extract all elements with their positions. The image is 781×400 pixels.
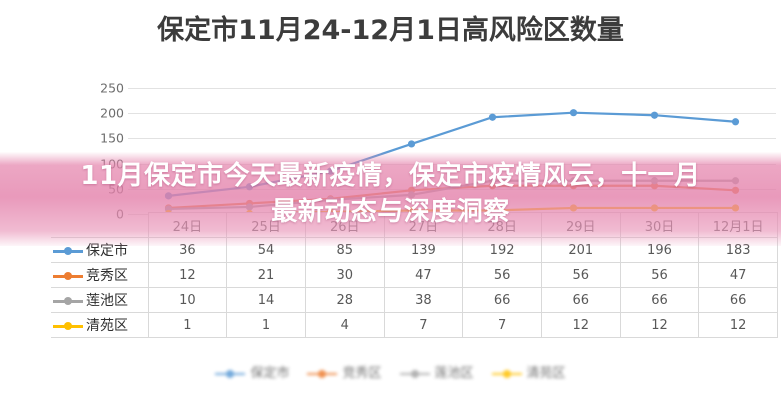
table-cell: 36 (147, 237, 228, 263)
chart-legend: 保定市 竞秀区 莲池区 清苑区 (0, 362, 781, 381)
legend-item-label: 保定市 (250, 366, 290, 381)
table-row-label: 竞秀区 (51, 262, 149, 288)
legend-color-key-icon (491, 369, 522, 379)
table-row: 保定市 36 54 85 139 192 201 196 183 (51, 237, 778, 263)
table-cell: 47 (698, 262, 778, 288)
data-table: 24日 25日 26日 27日 28日 29日 30日 12月1日 保定市 36 54 85 139 1… (51, 212, 778, 338)
legend-color-key-icon (307, 369, 338, 379)
table-cell: 47 (383, 262, 464, 288)
table-cell: 139 (383, 237, 464, 263)
table-cell: 201 (540, 237, 621, 263)
gridline (128, 88, 776, 89)
table-cell: 4 (304, 312, 385, 338)
table-cell: 66 (462, 287, 542, 313)
legend-item-label: 莲池区 (434, 366, 474, 381)
series-marker (650, 111, 659, 119)
table-cell: 54 (226, 237, 306, 263)
table-cell: 196 (619, 237, 700, 263)
legend-item-label: 清苑区 (526, 366, 566, 381)
table-cell: 10 (147, 287, 228, 313)
table-row: 莲池区 10 14 28 38 66 66 66 66 (51, 287, 778, 313)
table-row-label-text: 竞秀区 (86, 268, 128, 284)
table-cell: 7 (383, 312, 464, 338)
legend-color-key-icon (399, 369, 430, 379)
series-color-key-icon (53, 246, 83, 256)
legend-item-label: 竞秀区 (342, 366, 382, 381)
table-cell: 38 (383, 287, 464, 313)
table-cell: 66 (698, 287, 778, 313)
table-row-label-text: 清苑区 (86, 318, 128, 334)
legend-item[interactable]: 保定市 (215, 362, 289, 381)
table-cell: 7 (462, 312, 542, 338)
y-axis-tick: 150 (100, 130, 124, 146)
table-cell: 192 (462, 237, 542, 263)
table-row-label: 保定市 (51, 237, 149, 263)
legend-item[interactable]: 清苑区 (491, 362, 566, 381)
legend-color-key-icon (215, 369, 246, 379)
table-row: 竞秀区 12 21 30 47 56 56 56 47 (51, 262, 778, 288)
table-cell: 56 (462, 262, 542, 288)
table-cell: 21 (226, 262, 306, 288)
legend-item[interactable]: 竞秀区 (307, 362, 382, 381)
chart-title: 保定市11月24-12月1日高风险区数量 (157, 15, 624, 46)
table-cell: 56 (540, 262, 621, 288)
table-row-label-text: 保定市 (86, 243, 128, 259)
table-row: 清苑区 1 1 4 7 7 12 12 12 (51, 312, 778, 338)
table-cell: 66 (619, 287, 700, 313)
series-color-key-icon (53, 271, 83, 281)
table-row-label-text: 莲池区 (86, 293, 128, 309)
gridline (128, 138, 776, 139)
table-row-label: 清苑区 (51, 312, 149, 338)
series-marker (731, 118, 740, 126)
series-marker (488, 113, 497, 121)
table-cell: 14 (226, 287, 306, 313)
table-cell: 30 (304, 262, 385, 288)
table-cell: 1 (226, 312, 306, 338)
table-cell: 12 (147, 262, 228, 288)
table-cell: 12 (619, 312, 700, 338)
overlay-headline-line1: 11月保定市今天最新疫情，保定市疫情风云，十一月 (80, 161, 701, 191)
table-cell: 12 (540, 312, 621, 338)
table-cell: 12 (698, 312, 778, 338)
table-row-label: 莲池区 (51, 287, 149, 313)
overlay-headline-line2: 最新动态与深度洞察 (271, 197, 510, 227)
table-cell: 183 (698, 237, 778, 263)
series-marker (407, 140, 416, 148)
table-cell: 1 (147, 312, 228, 338)
legend-item[interactable]: 莲池区 (399, 362, 474, 381)
series-color-key-icon (53, 296, 83, 306)
table-cell: 66 (540, 287, 621, 313)
series-marker (569, 109, 578, 117)
table-cell: 85 (304, 237, 385, 263)
table-cell: 28 (304, 287, 385, 313)
overlay-headline: 11月保定市今天最新疫情，保定市疫情风云，十一月 最新动态与深度洞察 (0, 158, 781, 230)
gridline (128, 113, 776, 114)
y-axis-tick: 200 (100, 105, 124, 121)
table-cell: 56 (619, 262, 700, 288)
y-axis-tick: 250 (100, 80, 124, 96)
series-color-key-icon (53, 321, 83, 331)
